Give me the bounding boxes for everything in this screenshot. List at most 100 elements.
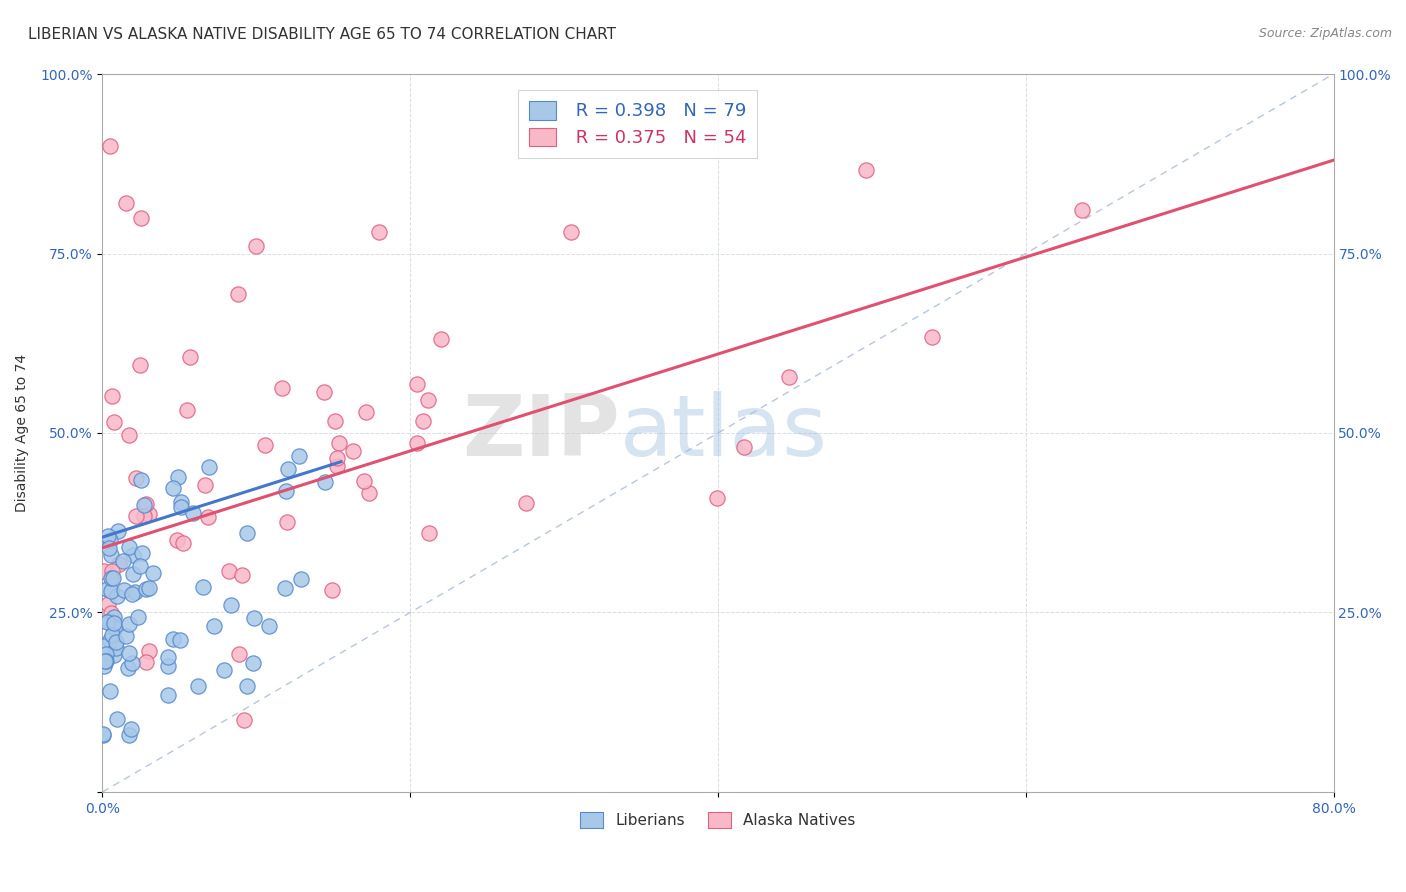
Point	[218, 564, 240, 578]
Point	[418, 526, 440, 541]
Point	[202, 619, 225, 633]
Point	[418, 393, 440, 408]
Point	[93, 654, 115, 668]
Point	[169, 632, 191, 647]
Point	[121, 656, 143, 670]
Point	[191, 580, 214, 594]
Point	[96, 582, 118, 597]
Point	[118, 646, 141, 660]
Point	[105, 635, 128, 649]
Point	[197, 510, 219, 524]
Point	[328, 436, 350, 450]
Point	[100, 628, 122, 642]
Point	[406, 436, 429, 450]
Point	[129, 473, 152, 487]
Point	[253, 438, 276, 452]
Point	[179, 350, 201, 364]
Point	[236, 525, 259, 540]
Point	[855, 163, 877, 178]
Point	[132, 498, 155, 512]
Point	[94, 654, 117, 668]
Point	[212, 664, 235, 678]
Point	[115, 629, 138, 643]
Point	[100, 606, 122, 620]
Point	[157, 659, 180, 673]
Point	[276, 515, 298, 529]
Point	[274, 581, 297, 595]
Point	[98, 541, 121, 555]
Point	[162, 482, 184, 496]
Point	[101, 618, 124, 632]
Point	[242, 656, 264, 670]
Point	[706, 491, 728, 505]
Point	[103, 615, 125, 630]
Point	[103, 648, 125, 663]
Point	[321, 582, 343, 597]
Point	[560, 225, 582, 239]
Point	[101, 565, 124, 579]
Point	[125, 471, 148, 485]
Point	[118, 617, 141, 632]
Point	[515, 496, 537, 510]
Point	[101, 570, 124, 584]
Point	[277, 461, 299, 475]
Point	[98, 684, 121, 698]
Point	[921, 330, 943, 344]
Point	[107, 558, 129, 572]
Point	[176, 403, 198, 417]
Point	[129, 559, 152, 574]
Point	[93, 564, 115, 578]
Point	[157, 650, 180, 665]
Point	[100, 570, 122, 584]
Point	[121, 587, 143, 601]
Y-axis label: Disability Age 65 to 74: Disability Age 65 to 74	[15, 354, 30, 512]
Point	[243, 611, 266, 625]
Point	[733, 440, 755, 454]
Point	[103, 609, 125, 624]
Point	[100, 548, 122, 562]
Point	[97, 597, 120, 611]
Point	[181, 506, 204, 520]
Text: Source: ZipAtlas.com: Source: ZipAtlas.com	[1258, 27, 1392, 40]
Point	[357, 486, 380, 500]
Point	[118, 541, 141, 555]
Point	[323, 414, 346, 428]
Point	[368, 225, 391, 239]
Point	[226, 287, 249, 301]
Point	[142, 566, 165, 581]
Point	[101, 389, 124, 403]
Point	[93, 727, 115, 741]
Point	[187, 679, 209, 693]
Point	[127, 610, 149, 624]
Point	[276, 483, 298, 498]
Point	[156, 688, 179, 702]
Point	[288, 449, 311, 463]
Point	[170, 500, 193, 514]
Text: atlas: atlas	[620, 392, 828, 475]
Point	[97, 529, 120, 543]
Text: LIBERIAN VS ALASKA NATIVE DISABILITY AGE 65 TO 74 CORRELATION CHART: LIBERIAN VS ALASKA NATIVE DISABILITY AGE…	[28, 27, 616, 42]
Point	[342, 444, 364, 458]
Text: ZIP: ZIP	[461, 392, 620, 475]
Point	[135, 655, 157, 669]
Point	[114, 196, 136, 211]
Point	[129, 211, 152, 225]
Point	[107, 524, 129, 538]
Point	[96, 615, 118, 629]
Point	[778, 370, 800, 384]
Point	[98, 632, 121, 647]
Point	[198, 459, 221, 474]
Point	[219, 598, 242, 612]
Point	[93, 639, 115, 653]
Point	[112, 582, 135, 597]
Point	[235, 679, 257, 693]
Point	[122, 548, 145, 562]
Point	[430, 332, 453, 346]
Point	[290, 573, 312, 587]
Point	[245, 239, 267, 253]
Point	[117, 661, 139, 675]
Point	[112, 554, 135, 568]
Point	[105, 589, 128, 603]
Point	[103, 415, 125, 429]
Point	[138, 507, 160, 521]
